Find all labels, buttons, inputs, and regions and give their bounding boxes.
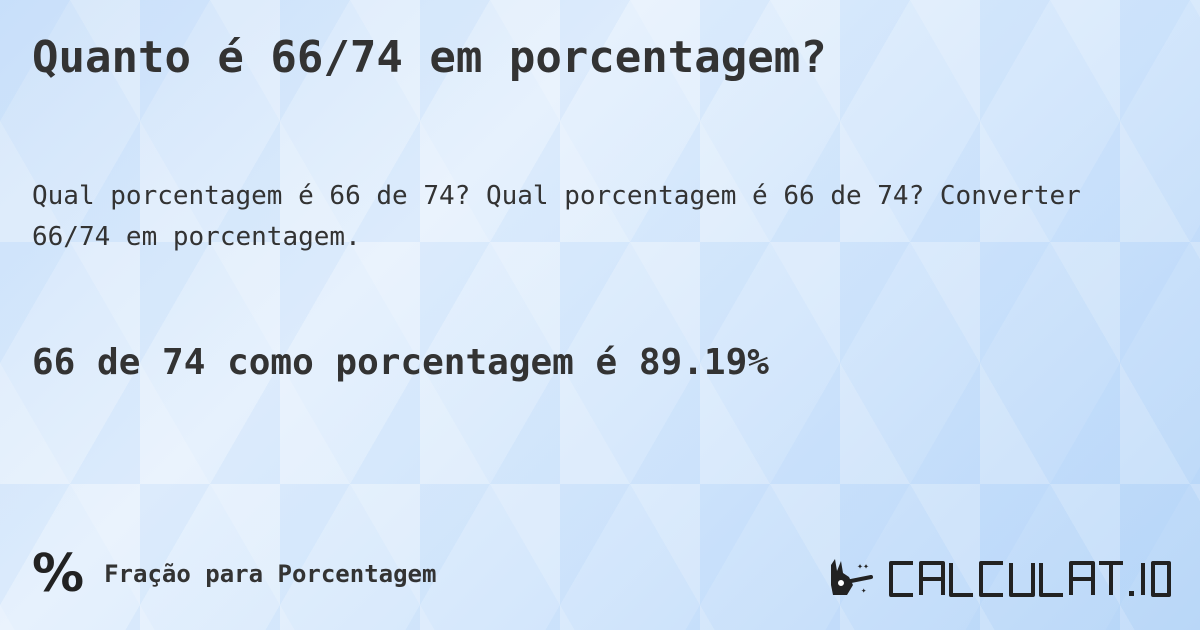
category-label: Fração para Porcentagem [104, 560, 437, 588]
calculat-io-logo[interactable]: ✦✦ ✦ [827, 555, 1172, 607]
svg-text:✦✦: ✦✦ [857, 561, 869, 572]
percent-icon: % [32, 544, 85, 604]
magic-hand-icon: ✦✦ ✦ [831, 559, 1171, 597]
svg-text:✦: ✦ [861, 586, 867, 596]
category-link[interactable]: % Fração para Porcentagem [32, 548, 436, 600]
description: Qual porcentagem é 66 de 74? Qual porcen… [32, 181, 1081, 252]
answer-text: 66 de 74 como porcentagem é 89.19% [32, 342, 769, 383]
page-title: Quanto é 66/74 em porcentagem? [32, 32, 827, 83]
